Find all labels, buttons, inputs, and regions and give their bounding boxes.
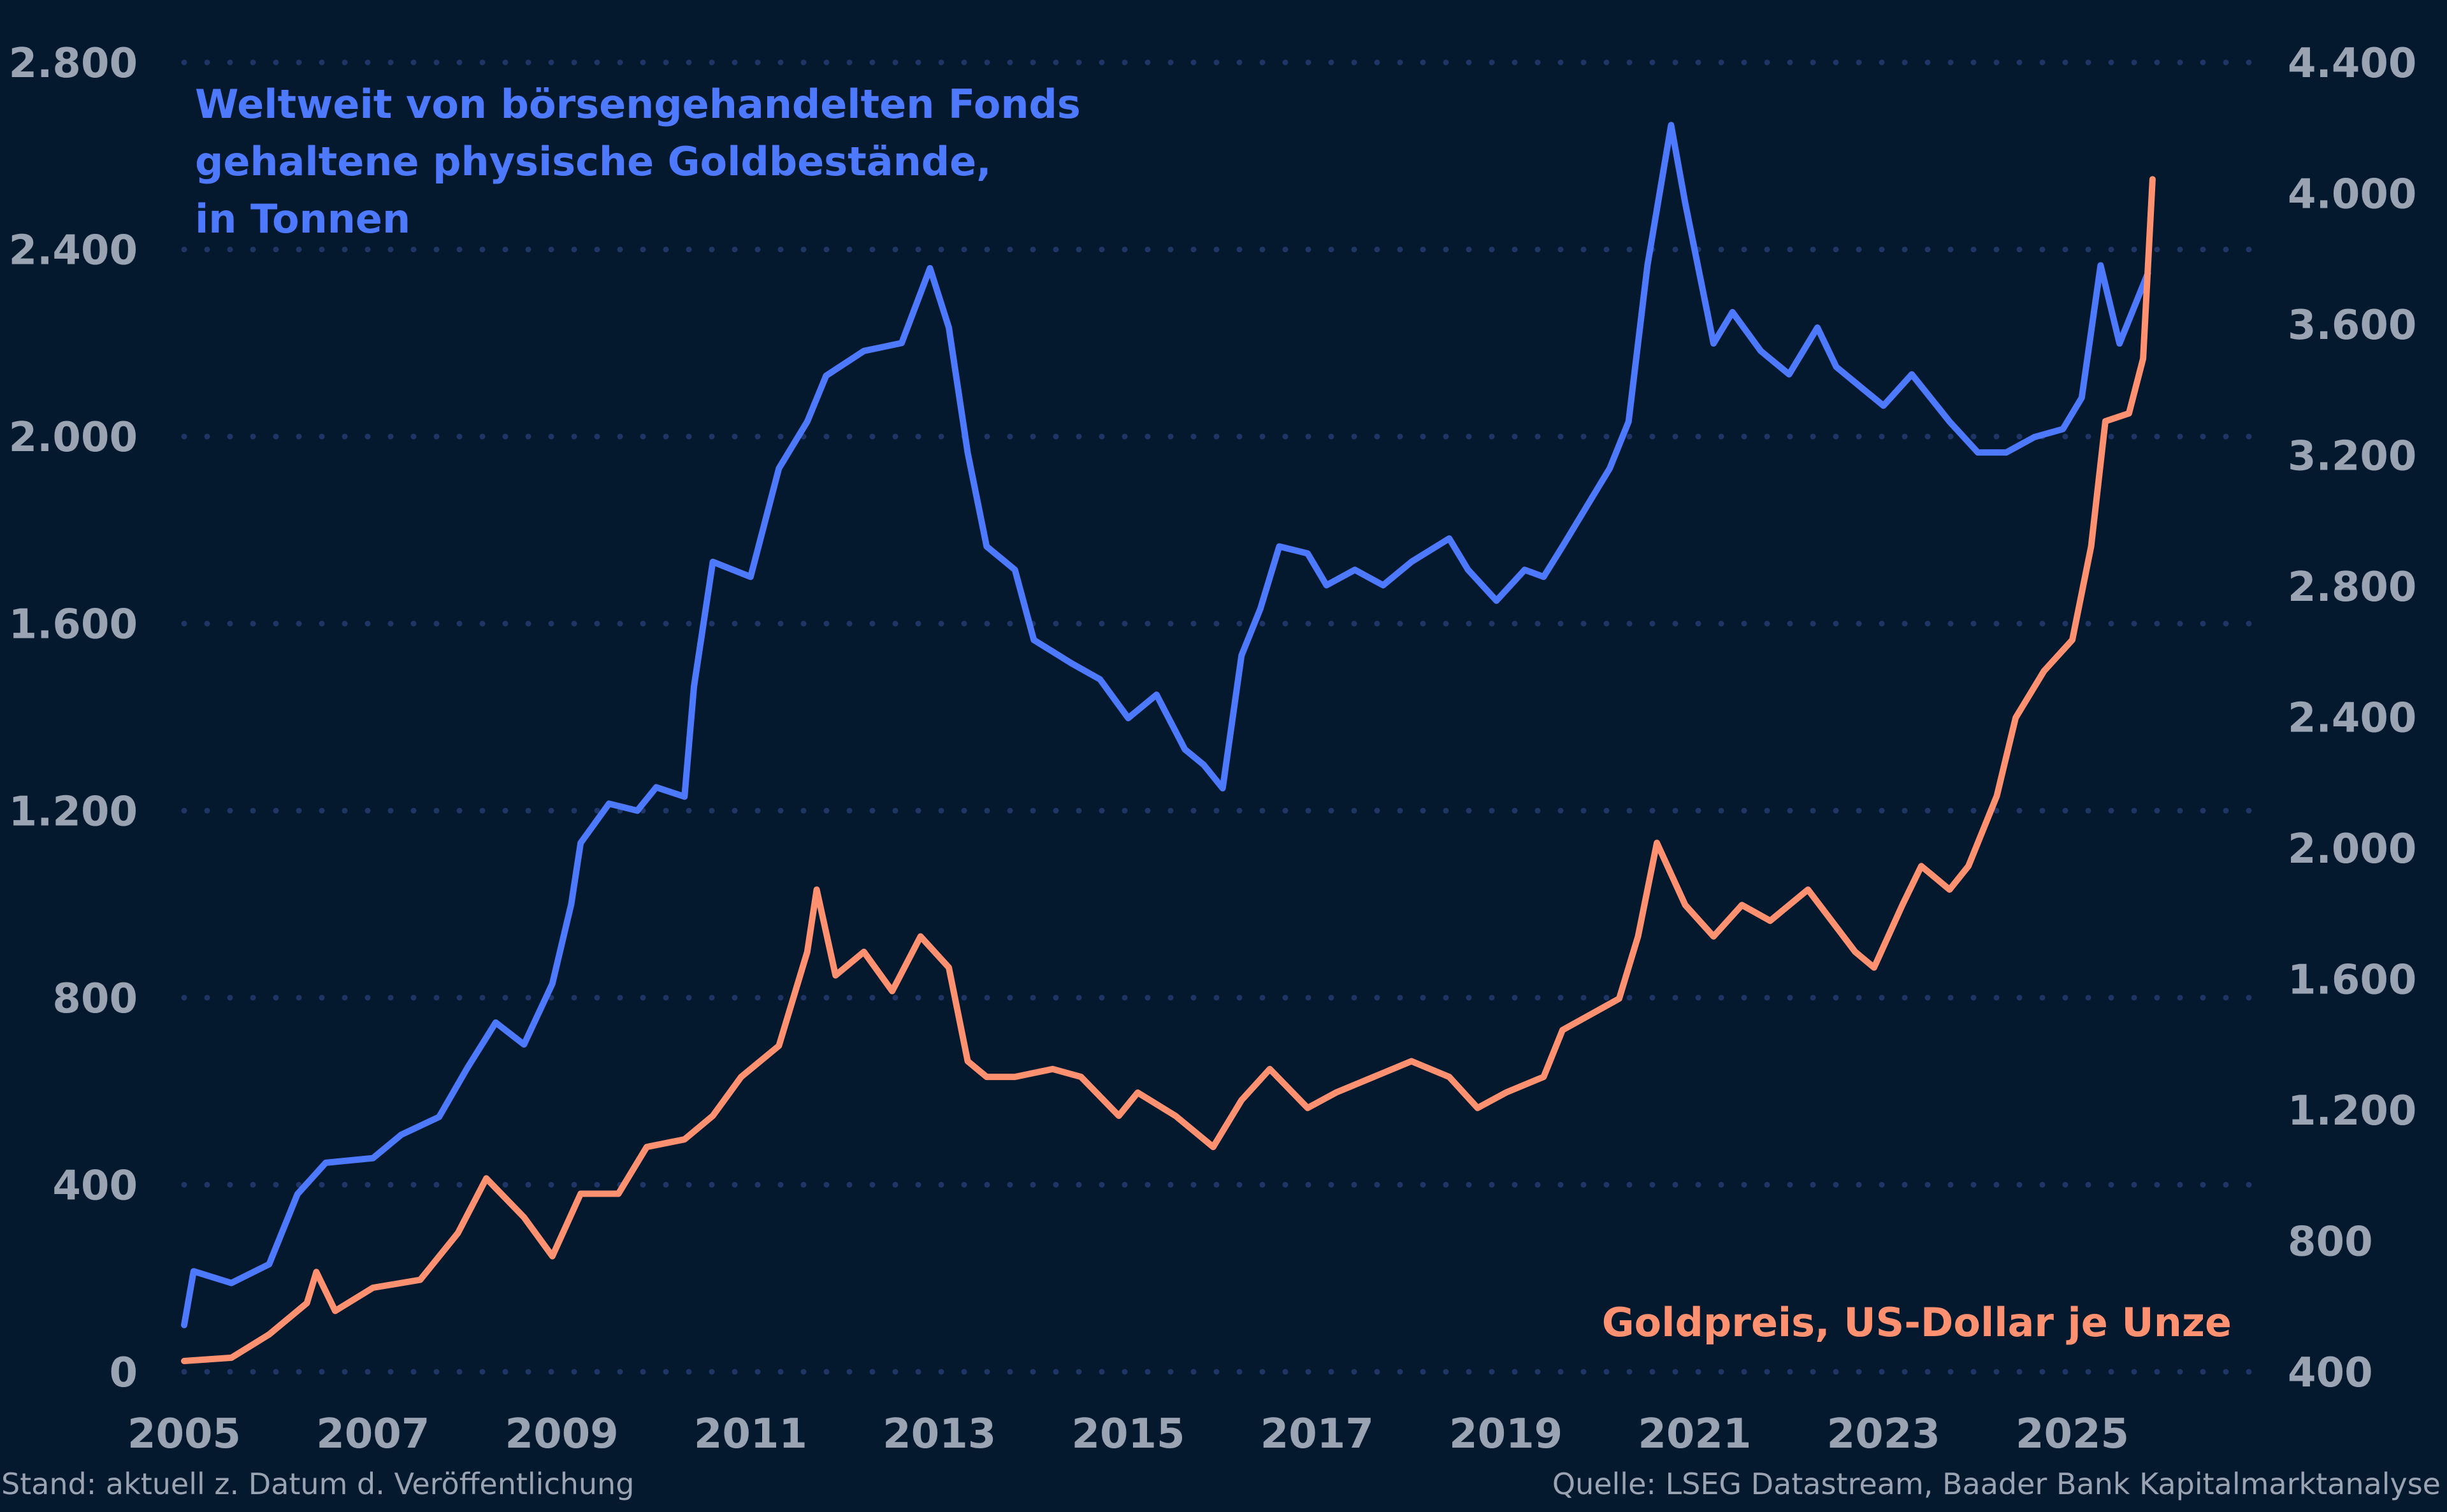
left-tick-label: 1.600 xyxy=(9,601,138,649)
right-tick-label: 2.800 xyxy=(2288,564,2416,611)
left-tick-label: 1.200 xyxy=(9,788,138,835)
etf-gold-holdings-line xyxy=(181,122,2151,1328)
x-tick-label: 2009 xyxy=(505,1411,619,1458)
etf-series-label-line-1: Weltweit von börsengehandelten Fonds xyxy=(195,81,1081,127)
x-tick-label: 2019 xyxy=(1449,1411,1563,1458)
x-tick-label: 2013 xyxy=(883,1411,996,1458)
x-tick-label: 2021 xyxy=(1638,1411,1751,1458)
left-tick-label: 2.000 xyxy=(9,414,138,461)
right-tick-label: 2.400 xyxy=(2288,695,2416,742)
gridlines xyxy=(181,59,2263,1375)
x-axis: 2005 2007 2009 2011 2013 2015 2017 2019 2021 2023… xyxy=(127,1411,2129,1458)
right-tick-label: 4.000 xyxy=(2288,171,2416,219)
x-tick-label: 2017 xyxy=(1260,1411,1374,1458)
right-axis: 400 800 1.200 1.600 2.000 2.400 2.800 3.200 3.60… xyxy=(2288,40,2416,1397)
right-tick-label: 3.600 xyxy=(2288,302,2416,349)
x-tick-label: 2025 xyxy=(2016,1411,2129,1458)
right-tick-label: 1.200 xyxy=(2288,1088,2416,1135)
etf-series-label-line-3: in Tonnen xyxy=(195,196,410,242)
footer-source: Quelle: LSEG Datastream, Baader Bank Kap… xyxy=(1552,1467,2441,1501)
left-tick-label: 2.400 xyxy=(9,227,138,275)
x-tick-label: 2011 xyxy=(694,1411,807,1458)
footer-date-note: Stand: aktuell z. Datum d. Veröffentlich… xyxy=(1,1467,634,1501)
left-axis: 0 400 800 1.200 1.600 2.000 2.400 2.800 xyxy=(9,40,138,1397)
x-tick-label: 2007 xyxy=(316,1411,429,1458)
left-tick-label: 400 xyxy=(52,1162,138,1209)
series-lines xyxy=(181,122,2156,1364)
gold-price-line xyxy=(181,176,2156,1364)
left-tick-label: 2.800 xyxy=(9,40,138,87)
right-tick-label: 2.000 xyxy=(2288,826,2416,873)
right-tick-label: 3.200 xyxy=(2288,433,2416,480)
left-tick-label: 800 xyxy=(52,976,138,1023)
x-tick-label: 2023 xyxy=(1827,1411,1940,1458)
right-tick-label: 800 xyxy=(2288,1219,2373,1266)
x-tick-label: 2015 xyxy=(1071,1411,1185,1458)
right-tick-label: 4.400 xyxy=(2288,40,2416,87)
etf-series-label-line-2: gehaltene physische Goldbestände, xyxy=(195,138,992,185)
left-tick-label: 0 xyxy=(109,1350,138,1397)
right-tick-label: 400 xyxy=(2288,1350,2373,1397)
right-tick-label: 1.600 xyxy=(2288,957,2416,1004)
gold-price-series-label: Goldpreis, US-Dollar je Unze xyxy=(1602,1299,2232,1346)
x-tick-label: 2005 xyxy=(127,1411,241,1458)
